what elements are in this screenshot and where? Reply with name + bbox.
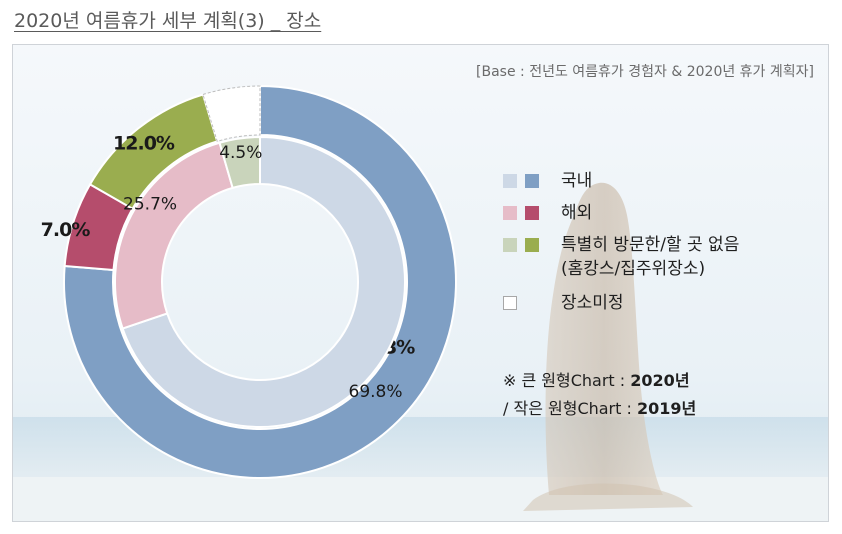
legend-swatch-2019	[503, 206, 517, 220]
footnote-year: 2020년	[630, 371, 690, 390]
footnote-prefix: ※ 큰 원형Chart :	[503, 371, 631, 390]
donut-chart: 76.3%7.0%12.0%69.8%25.7%4.5%	[41, 84, 457, 479]
chart-footnote: ※ 큰 원형Chart : 2020년 / 작은 원형Chart : 2019년	[503, 367, 696, 423]
legend: 국내 해외 특별히 방문한/할 곳 없음 (홈캉스/집주위장소) 장소미정	[503, 169, 823, 323]
legend-item-domestic: 국내	[503, 169, 823, 201]
inner-ring-data-label-0: 69.8%	[349, 382, 403, 402]
outer-ring-slice-0	[63, 84, 457, 479]
legend-item-overseas: 해외	[503, 201, 823, 233]
footnote-line-2019: / 작은 원형Chart : 2019년	[503, 395, 696, 423]
legend-label-line2: (홈캉스/집주위장소)	[561, 259, 706, 279]
legend-swatch-2019	[503, 174, 517, 188]
footnote-line-2020: ※ 큰 원형Chart : 2020년	[503, 367, 696, 395]
legend-label: 국내	[561, 171, 593, 191]
inner-ring-slice-2	[218, 135, 261, 190]
legend-item-undecided: 장소미정	[503, 291, 823, 323]
inner-ring-slice-0	[121, 135, 406, 428]
footnote-prefix: / 작은 원형Chart :	[503, 399, 637, 418]
legend-swatch-2020	[525, 238, 539, 252]
inner-ring-data-label-2: 4.5%	[219, 143, 262, 163]
legend-swatch-2020	[525, 206, 539, 220]
outer-ring-data-label-1: 7.0%	[41, 219, 91, 241]
inner-ring-data-label-1: 25.7%	[123, 195, 177, 215]
chart-panel: [Base : 전년도 여름휴가 경험자 & 2020년 휴가 계획자] 76.…	[12, 44, 829, 522]
outer-ring-slice-3	[202, 85, 261, 142]
legend-label: 특별히 방문한/할 곳 없음 (홈캉스/집주위장소)	[561, 233, 739, 281]
legend-swatch-empty	[503, 296, 517, 310]
legend-label-line1: 특별히 방문한/할 곳 없음	[561, 235, 740, 255]
page-title: 2020년 여름휴가 세부 계획(3) _ 장소	[14, 10, 322, 32]
legend-swatch-2020	[525, 174, 539, 188]
legend-swatch-2019	[503, 238, 517, 252]
legend-label: 장소미정	[561, 293, 624, 313]
legend-item-no-place: 특별히 방문한/할 곳 없음 (홈캉스/집주위장소)	[503, 233, 823, 291]
footnote-year: 2019년	[636, 399, 697, 418]
base-note: [Base : 전년도 여름휴가 경험자 & 2020년 휴가 계획자]	[476, 64, 814, 80]
legend-label: 해외	[561, 203, 593, 223]
outer-ring-data-label-2: 12.0%	[113, 133, 175, 155]
